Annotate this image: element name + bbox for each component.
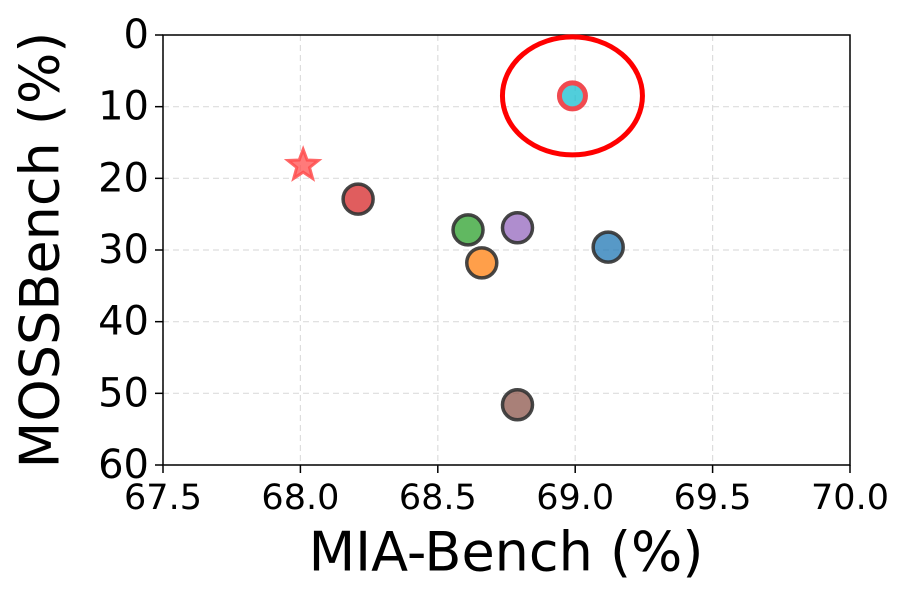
x-tick-label: 69.0 xyxy=(536,478,614,518)
highlight-ellipse xyxy=(499,34,645,158)
x-tick-label: 70.0 xyxy=(811,478,889,518)
point xyxy=(341,182,375,216)
y-tick-label: 20 xyxy=(98,155,149,201)
point xyxy=(500,211,535,245)
y-tick-label: 0 xyxy=(124,12,149,58)
x-axis-label: MIA-Bench (%) xyxy=(309,521,704,584)
point xyxy=(500,388,535,422)
y-tick-label: 10 xyxy=(98,84,149,130)
y-axis-label: MOSSBench (%) xyxy=(9,32,72,469)
point xyxy=(465,246,499,280)
point xyxy=(591,230,625,264)
y-tick-label: 50 xyxy=(98,370,149,416)
star-point xyxy=(283,145,323,182)
y-tick-label: 40 xyxy=(98,299,149,345)
point xyxy=(556,80,588,112)
plot-frame xyxy=(162,34,851,466)
y-tick-label: 60 xyxy=(98,442,149,488)
x-tick-label: 68.5 xyxy=(399,478,477,518)
x-tick-label: 67.5 xyxy=(124,478,202,518)
x-tick-label: 69.5 xyxy=(674,478,752,518)
x-tick-label: 68.0 xyxy=(261,478,339,518)
y-tick-label: 30 xyxy=(98,227,149,273)
point xyxy=(451,213,485,247)
